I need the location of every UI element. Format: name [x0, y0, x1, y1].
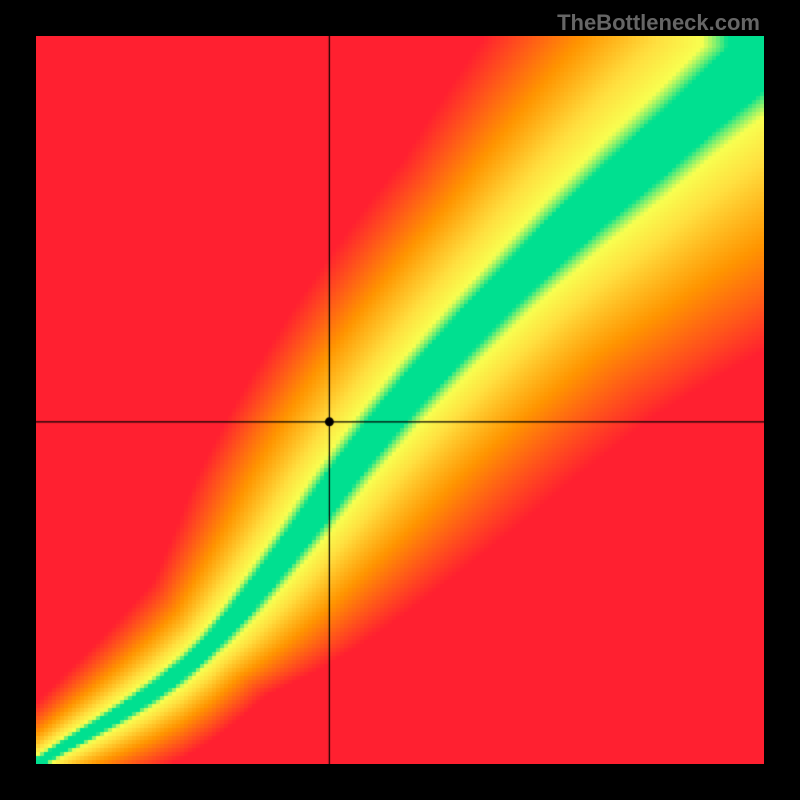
bottleneck-heatmap — [36, 36, 764, 764]
chart-container — [36, 36, 764, 764]
attribution-label: TheBottleneck.com — [557, 10, 760, 36]
